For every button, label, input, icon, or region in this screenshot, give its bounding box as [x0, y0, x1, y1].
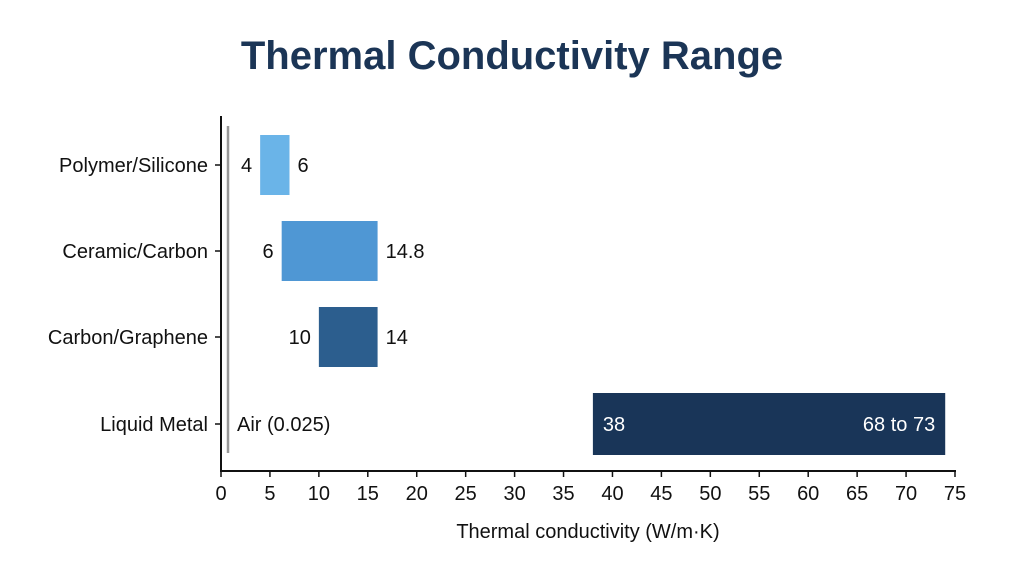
x-tick-label: 10	[308, 483, 330, 505]
x-tick-label: 0	[215, 483, 226, 505]
x-tick-label: 15	[357, 483, 379, 505]
category-label: Polymer/Silicone	[59, 155, 208, 177]
x-tick-label: 75	[944, 483, 966, 505]
x-tick-label: 45	[650, 483, 672, 505]
x-tick-label: 65	[846, 483, 868, 505]
category-label: Liquid Metal	[100, 414, 208, 436]
range-bar	[592, 393, 946, 455]
category-label: Carbon/Graphene	[48, 327, 208, 349]
range-start-label: 6	[263, 241, 274, 263]
x-tick-label: 35	[552, 483, 574, 505]
x-tick-label: 60	[797, 483, 819, 505]
range-bar	[281, 221, 378, 281]
range-start-label: 38	[603, 414, 625, 436]
x-tick-label: 30	[503, 483, 525, 505]
range-end-label: 6	[298, 155, 309, 177]
air-annotation: Air (0.025)	[237, 414, 330, 436]
range-bar	[318, 307, 378, 367]
x-tick-label: 55	[748, 483, 770, 505]
range-start-label: 4	[241, 155, 252, 177]
x-tick-label: 20	[406, 483, 428, 505]
chart-title: Thermal Conductivity Range	[240, 34, 784, 78]
range-end-label: 14.8	[386, 241, 425, 263]
x-tick-label: 70	[895, 483, 917, 505]
x-axis-label: Thermal conductivity (W/m·K)	[456, 521, 719, 543]
range-bar	[260, 135, 290, 195]
x-tick-label: 5	[264, 483, 275, 505]
x-tick-label: 25	[455, 483, 477, 505]
category-label: Ceramic/Carbon	[62, 241, 208, 263]
range-end-label: 14	[386, 327, 408, 349]
x-tick-label: 50	[699, 483, 721, 505]
x-tick-label: 40	[601, 483, 623, 505]
range-start-label: 10	[289, 327, 311, 349]
range-end-label: 68 to 73	[863, 414, 935, 436]
